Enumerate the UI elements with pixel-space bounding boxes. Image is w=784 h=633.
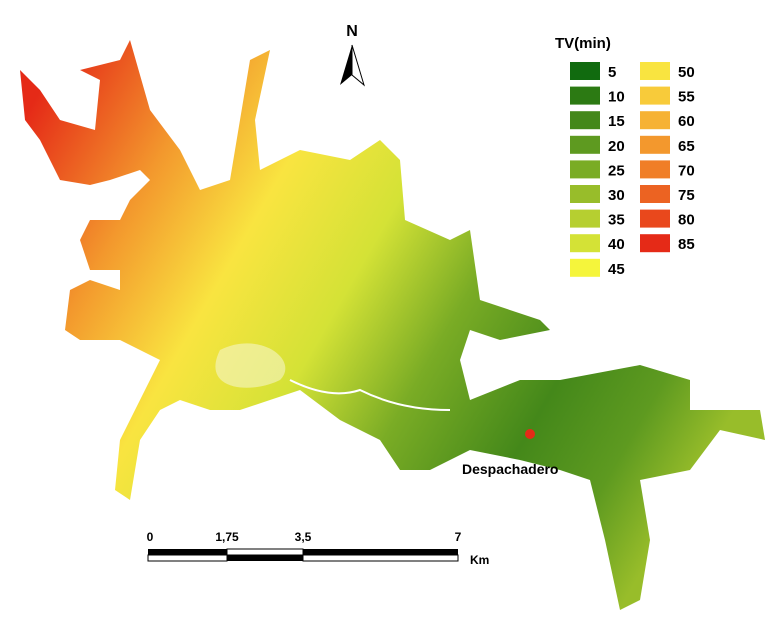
legend-label: 15 [608, 113, 625, 130]
river [289, 379, 451, 411]
legend-label: 85 [678, 236, 695, 253]
legend-title: TV(min) [555, 35, 611, 52]
legend-label: 10 [608, 89, 625, 106]
legend-label: 30 [608, 187, 625, 204]
legend-swatch [640, 234, 670, 253]
legend-swatch [640, 209, 670, 228]
place-label: Despachadero [462, 461, 558, 477]
legend-label: 35 [608, 212, 625, 229]
scale-label: 7 [455, 530, 462, 544]
legend-swatch [570, 160, 600, 179]
legend-label: 45 [608, 261, 625, 278]
scale-unit: Km [470, 553, 489, 567]
scale-label: 0 [147, 530, 154, 544]
scale-bar: Km 0 1,75 3,5 7 [147, 530, 490, 567]
legend-label: 65 [678, 138, 695, 155]
legend-label: 70 [678, 162, 695, 179]
legend-label: 60 [678, 113, 695, 130]
legend-swatch [640, 160, 670, 179]
legend-swatch [570, 111, 600, 130]
scale-label: 1,75 [215, 530, 239, 544]
legend: TV(min) 5 10 15 20 25 30 35 40 45 50 55 60 65 70 75 80 8… [555, 35, 695, 278]
legend-label: 80 [678, 212, 695, 229]
legend-swatch [640, 62, 670, 80]
scale-label: 3,5 [295, 530, 312, 544]
legend-swatch [640, 135, 670, 154]
legend-label: 25 [608, 162, 625, 179]
legend-label: 50 [678, 64, 695, 81]
urban-area [215, 343, 286, 388]
legend-swatch [640, 111, 670, 130]
legend-swatch [570, 258, 600, 277]
legend-label: 75 [678, 187, 695, 204]
legend-swatch [570, 209, 600, 228]
travel-time-surface [20, 40, 765, 610]
north-arrow: N [340, 23, 365, 87]
legend-swatch [640, 86, 670, 105]
legend-swatch [570, 185, 600, 203]
legend-label: 40 [608, 236, 625, 253]
legend-swatch [570, 135, 600, 154]
legend-swatch [640, 185, 670, 203]
north-label: N [346, 23, 358, 40]
legend-swatch [570, 234, 600, 253]
location-marker [525, 429, 535, 439]
legend-swatch [570, 86, 600, 105]
legend-label: 55 [678, 89, 695, 106]
legend-label: 20 [608, 138, 625, 155]
legend-swatch [570, 62, 600, 80]
legend-label: 5 [608, 64, 616, 81]
